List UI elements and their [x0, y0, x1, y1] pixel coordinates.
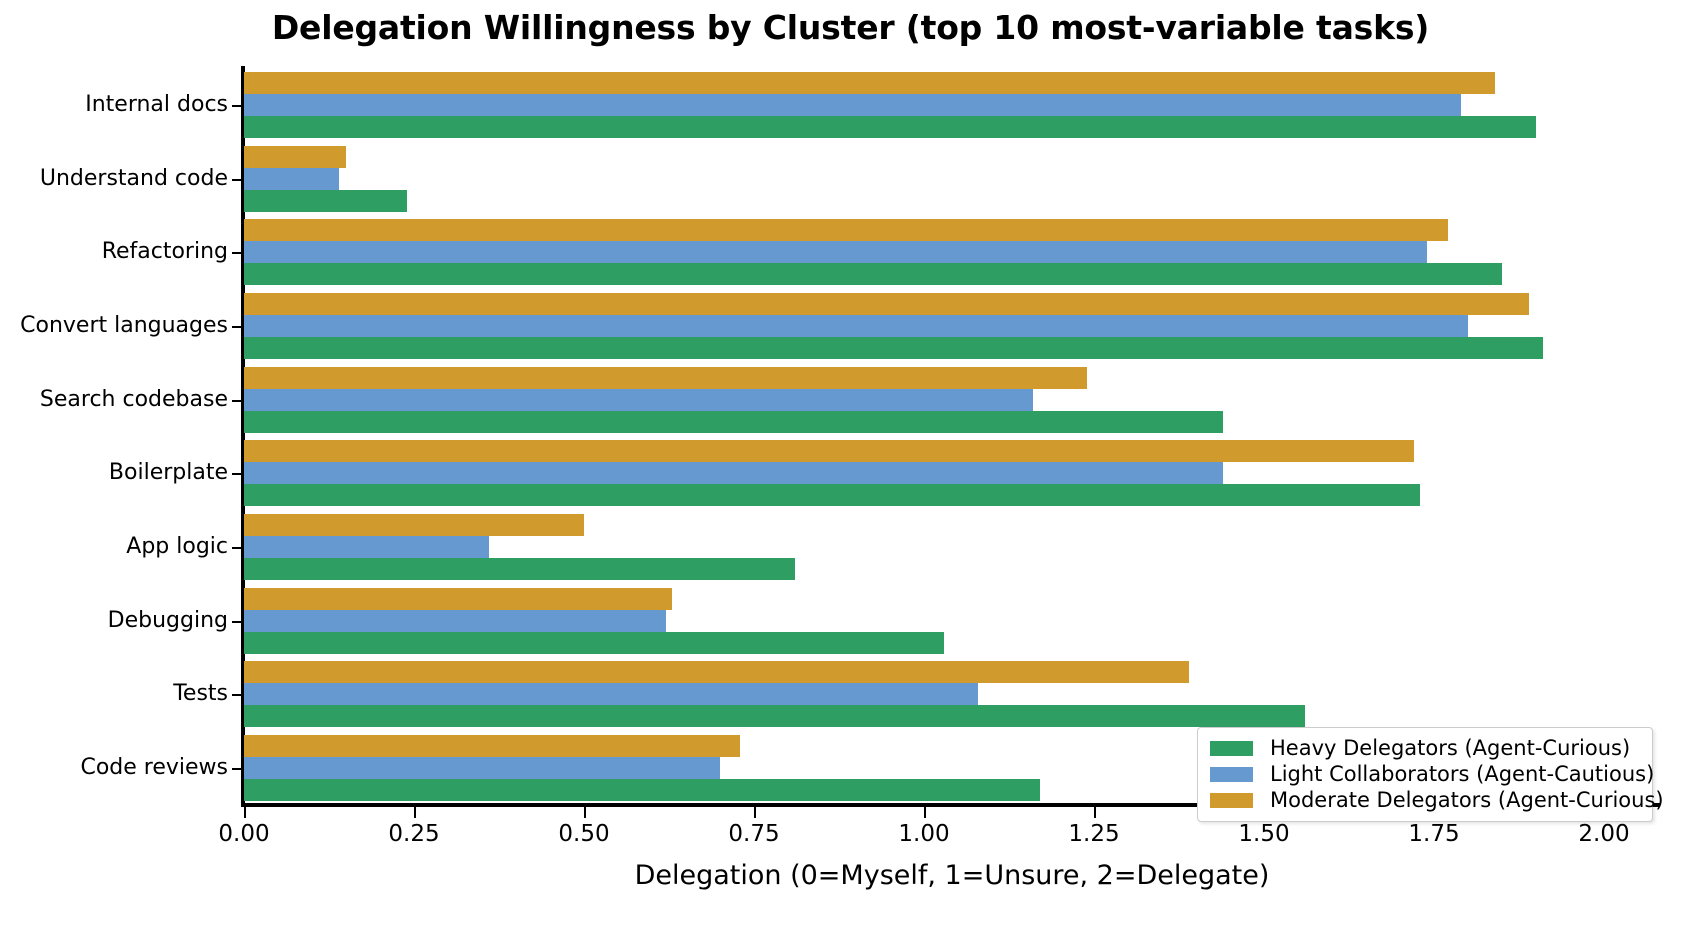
bar[interactable]	[244, 558, 795, 581]
x-tick-label: 0.50	[558, 821, 610, 847]
bar[interactable]	[244, 292, 1530, 315]
bar[interactable]	[244, 189, 408, 212]
y-tick-label: Understand code	[39, 166, 228, 191]
x-tick-mark	[244, 807, 246, 818]
legend-swatch-icon	[1210, 766, 1253, 782]
legend-entry[interactable]: Moderate Delegators (Agent-Curious)	[1210, 787, 1664, 813]
bar[interactable]	[244, 219, 1448, 242]
y-tick-label: Refactoring	[101, 239, 228, 264]
y-tick-mark	[232, 326, 242, 328]
bar[interactable]	[244, 631, 945, 654]
bar[interactable]	[244, 735, 741, 758]
bar[interactable]	[244, 115, 1536, 138]
bar[interactable]	[244, 241, 1428, 264]
bar-group	[244, 366, 1660, 433]
legend-entry[interactable]: Heavy Delegators (Agent-Curious)	[1210, 735, 1640, 761]
bar[interactable]	[244, 484, 1421, 507]
bar[interactable]	[244, 93, 1462, 116]
y-tick-mark	[232, 768, 242, 770]
x-tick-label: 0.00	[218, 821, 270, 847]
legend-label: Light Collaborators (Agent-Cautious)	[1270, 761, 1655, 786]
y-tick-mark	[232, 621, 242, 623]
bar[interactable]	[244, 779, 1040, 802]
bar-group	[244, 661, 1660, 728]
bar-group	[244, 587, 1660, 654]
x-axis-spine	[241, 803, 1660, 807]
x-tick-label: 1.50	[1238, 821, 1290, 847]
bar[interactable]	[244, 167, 340, 190]
y-tick-label: Search codebase	[39, 387, 228, 412]
x-tick-mark	[754, 807, 756, 818]
bar[interactable]	[244, 705, 1305, 728]
x-axis-label: Delegation (0=Myself, 1=Unsure, 2=Delega…	[634, 860, 1270, 891]
bar[interactable]	[244, 314, 1468, 337]
x-tick-label: 1.00	[898, 821, 950, 847]
x-tick-label: 0.75	[728, 821, 780, 847]
x-tick-label: 0.25	[388, 821, 440, 847]
chart-title: Delegation Willingness by Cluster (top 1…	[271, 8, 1430, 47]
bar[interactable]	[244, 410, 1224, 433]
x-tick-mark	[1094, 807, 1096, 818]
bar-group	[244, 292, 1660, 359]
bar[interactable]	[244, 587, 673, 610]
legend-swatch-icon	[1210, 792, 1253, 808]
x-tick-mark	[414, 807, 416, 818]
bar-group	[244, 219, 1660, 286]
bar[interactable]	[244, 757, 720, 780]
y-tick-mark	[232, 105, 242, 107]
x-tick-mark	[924, 807, 926, 818]
bar-group	[244, 440, 1660, 507]
x-tick-label: 1.75	[1408, 821, 1460, 847]
bar[interactable]	[244, 145, 346, 168]
x-tick-mark	[584, 807, 586, 818]
bar-group	[244, 145, 1660, 212]
y-tick-label: Convert languages	[20, 313, 228, 338]
y-tick-label: Tests	[173, 681, 228, 706]
bar[interactable]	[244, 683, 979, 706]
bar[interactable]	[244, 536, 489, 559]
legend-swatch-icon	[1210, 740, 1253, 756]
bar[interactable]	[244, 462, 1224, 485]
bar[interactable]	[244, 71, 1496, 94]
y-axis-spine	[241, 66, 245, 807]
y-tick-mark	[232, 547, 242, 549]
bar[interactable]	[244, 514, 584, 537]
y-tick-mark	[232, 400, 242, 402]
bar[interactable]	[244, 609, 666, 632]
y-tick-label: Internal docs	[85, 92, 228, 117]
y-tick-label: Boilerplate	[108, 460, 228, 485]
bar-group	[244, 514, 1660, 581]
y-tick-mark	[232, 252, 242, 254]
y-tick-label: App logic	[126, 534, 228, 559]
y-tick-label: Debugging	[107, 608, 228, 633]
legend-label: Moderate Delegators (Agent-Curious)	[1270, 787, 1664, 812]
bar[interactable]	[244, 263, 1502, 286]
chart-legend: Heavy Delegators (Agent-Curious) Light Co…	[1197, 727, 1664, 822]
x-tick-label: 2.00	[1578, 821, 1630, 847]
bar[interactable]	[244, 440, 1414, 463]
bar-group	[244, 735, 1660, 802]
y-tick-mark	[232, 179, 242, 181]
legend-entry[interactable]: Light Collaborators (Agent-Cautious)	[1210, 761, 1654, 787]
x-tick-label: 1.25	[1068, 821, 1120, 847]
bar[interactable]	[244, 366, 1088, 389]
bar-group	[244, 71, 1660, 138]
y-tick-mark	[232, 473, 242, 475]
y-tick-label: Code reviews	[80, 755, 228, 780]
y-tick-mark	[232, 694, 242, 696]
bar[interactable]	[244, 388, 1033, 411]
legend-label: Heavy Delegators (Agent-Curious)	[1270, 735, 1631, 760]
bar[interactable]	[244, 336, 1543, 359]
plot-area	[244, 68, 1660, 805]
bar[interactable]	[244, 661, 1190, 684]
